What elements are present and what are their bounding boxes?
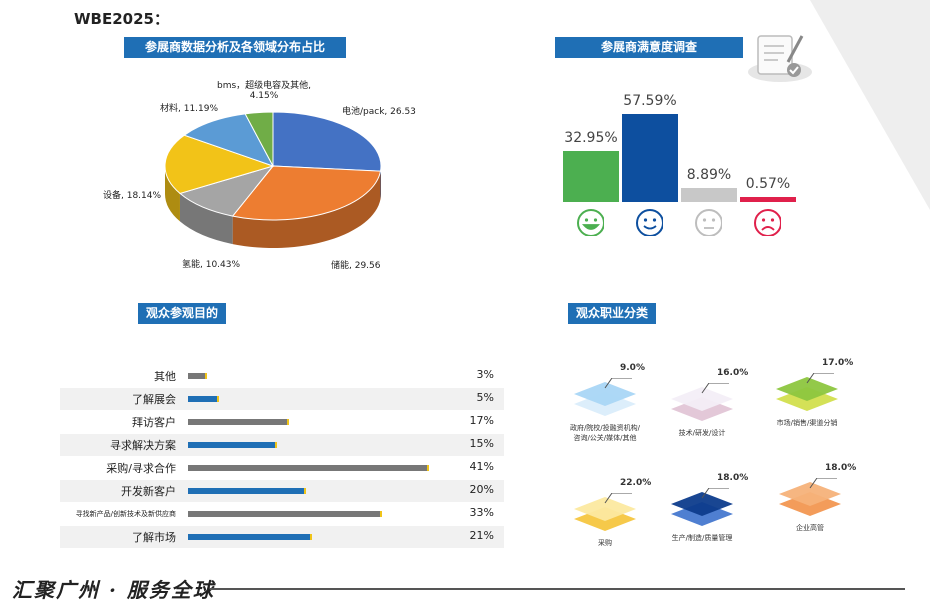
pie-slice-0 [272,111,382,172]
occupation-label: 市场/销售/渠道分销 [776,419,838,427]
occupation-layer-icon [779,478,841,516]
occupation-layer-icon [574,493,636,531]
satisfaction-value-0: 32.95% [564,130,618,147]
purpose-label: 了解展会 [132,393,176,406]
purpose-bar [188,534,313,540]
corner-decoration [810,0,930,210]
purpose-label: 其他 [154,370,176,383]
purpose-row: 其他 3% [60,365,504,387]
purpose-label: 寻找新产品/创新技术及新供应商 [75,510,176,518]
occupation-value: 16.0% [717,368,749,378]
purpose-bar [188,419,289,425]
pie-slice-4 [183,113,275,167]
purpose-banner: 观众参观目的 [138,303,226,324]
footer-divider [210,588,905,590]
occupation-label: 采购 [598,539,612,547]
smile-face-icon [636,209,663,236]
purpose-row: 了解市场 21% [60,526,504,548]
satisfaction-banner: 参展商满意度调查 [555,37,743,58]
pie-slice-side-2 [179,193,233,245]
purpose-bar [188,373,208,379]
pie-label-1: 储能, 29.56 [331,261,381,271]
purpose-value: 3% [476,368,494,381]
purpose-bar [188,442,278,448]
purpose-bar [188,396,220,402]
occupation-value: 22.0% [620,478,652,488]
pie-slice-5 [244,111,274,167]
purpose-row: 采购/寻求合作 41% [60,457,504,479]
purpose-bar [188,511,383,517]
occupation-value: 18.0% [825,463,857,473]
satisfaction-bar-1 [622,113,678,202]
occupation-layer-icon [574,378,636,416]
satisfaction-value-1: 57.59% [623,92,677,109]
purpose-value: 41% [469,460,494,473]
sad-face-icon [754,209,781,236]
purpose-row: 寻求解决方案 15% [60,434,504,456]
exhibitor-pie-chart [164,111,382,248]
pie-label-2: 氢能, 10.43% [182,260,241,270]
pie-label-3: 设备, 18.14% [103,191,162,201]
purpose-label: 寻求解决方案 [110,439,176,452]
pie-label-5: bms，超级电容及其他, 4.15% [217,81,312,101]
pie-slice-2 [178,165,275,217]
purpose-label: 开发新客户 [121,485,176,498]
occupation-value: 18.0% [717,473,749,483]
exhibitor-banner: 参展商数据分析及各领域分布占比 [124,37,346,58]
occupation-layer-icon [671,488,733,526]
occupation-label: 技术/研发/设计 [678,429,726,437]
occupation-label: 生产/制造/质量管理 [671,534,733,542]
purpose-value: 33% [469,506,494,519]
purpose-row: 拜访客户 17% [60,411,504,433]
occupation-label: 企业高管 [796,524,824,532]
pie-slice-side-1 [232,171,381,248]
occupation-layer-icon [776,373,838,411]
satisfaction-value-2: 8.89% [686,167,732,184]
satisfaction-value-3: 0.57% [745,176,791,192]
pie-label-4: 材料, 11.19% [160,104,219,114]
occupation-value: 17.0% [822,358,854,368]
pie-slice-1 [231,165,382,221]
occupation-banner: 观众职业分类 [568,303,656,324]
purpose-value: 21% [469,529,494,542]
happy-face-icon [577,209,604,236]
purpose-value: 17% [469,414,494,427]
purpose-row: 寻找新产品/创新技术及新供应商 33% [60,503,504,525]
purpose-bar [188,488,307,494]
pie-slice-side-3 [165,166,180,222]
satisfaction-bar-0 [563,151,619,202]
pie-slice-3 [164,134,275,194]
purpose-value: 20% [469,483,494,496]
occupation-layer-icon [671,383,733,421]
purpose-bar [188,465,429,471]
occupation-label: 政府/院校/投融资机构/咨询/公关/媒体/其他 [569,424,641,442]
satisfaction-bar-2 [681,188,737,202]
neutral-face-icon [695,209,722,236]
purpose-value: 15% [469,437,494,450]
purpose-row: 了解展会 5% [60,388,504,410]
page-title: WBE2025： [74,10,169,28]
purpose-label: 采购/寻求合作 [106,462,176,475]
satisfaction-bar-3 [740,197,796,202]
clipboard-check-icon [748,35,812,82]
footer-slogan: 汇聚广州 · 服务全球 [12,578,215,602]
occupation-value: 9.0% [620,363,645,373]
purpose-label: 拜访客户 [132,416,176,429]
pie-label-0: 电池/pack, 26.53 [342,107,416,117]
purpose-label: 了解市场 [132,531,176,544]
purpose-row: 开发新客户 20% [60,480,504,502]
purpose-value: 5% [476,391,494,404]
